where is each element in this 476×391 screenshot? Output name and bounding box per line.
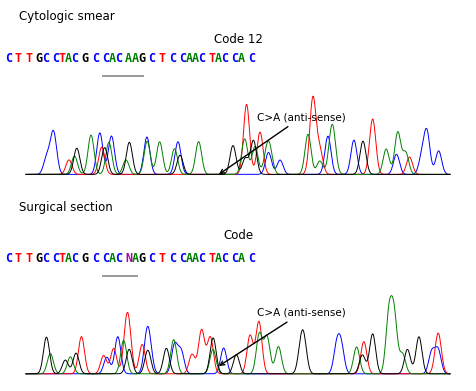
Text: C>A (anti-sense): C>A (anti-sense)	[220, 112, 346, 174]
Text: C: C	[221, 251, 228, 265]
Text: A: A	[109, 52, 116, 65]
Text: C: C	[115, 251, 122, 265]
Text: G: G	[35, 251, 42, 265]
Text: C: C	[232, 52, 238, 65]
Text: A: A	[65, 52, 72, 65]
Text: Cytologic smear: Cytologic smear	[19, 10, 115, 23]
Text: C: C	[5, 251, 12, 265]
Text: A: A	[109, 251, 116, 265]
Text: C: C	[92, 251, 99, 265]
Text: C: C	[248, 251, 255, 265]
Text: C: C	[198, 251, 205, 265]
Text: T: T	[59, 52, 66, 65]
Text: T: T	[15, 251, 22, 265]
Text: C: C	[169, 52, 176, 65]
Text: T: T	[25, 52, 32, 65]
Text: T: T	[15, 52, 22, 65]
Text: A: A	[65, 251, 72, 265]
Text: A: A	[215, 251, 222, 265]
Text: C: C	[179, 251, 186, 265]
Text: A: A	[238, 251, 245, 265]
Text: C: C	[179, 52, 186, 65]
Text: C: C	[42, 251, 49, 265]
Text: C: C	[149, 52, 155, 65]
Text: C: C	[42, 52, 49, 65]
Text: C: C	[232, 251, 238, 265]
Text: A: A	[238, 52, 245, 65]
Text: C>A (anti-sense): C>A (anti-sense)	[220, 308, 346, 365]
Text: C: C	[52, 52, 59, 65]
Text: Code: Code	[223, 229, 253, 242]
Text: C: C	[71, 52, 79, 65]
Text: A: A	[186, 251, 192, 265]
Text: A: A	[125, 52, 132, 65]
Text: A: A	[132, 52, 139, 65]
Text: G: G	[82, 52, 89, 65]
Text: A: A	[132, 251, 139, 265]
Text: C: C	[248, 52, 255, 65]
Text: A: A	[186, 52, 192, 65]
Text: A: A	[192, 251, 199, 265]
Text: G: G	[35, 52, 42, 65]
Text: T: T	[59, 251, 66, 265]
Text: C: C	[92, 52, 99, 65]
Text: C: C	[5, 52, 12, 65]
Text: T: T	[159, 251, 166, 265]
Text: T: T	[208, 52, 216, 65]
Text: C: C	[52, 251, 59, 265]
Text: T: T	[159, 52, 166, 65]
Text: G: G	[138, 251, 145, 265]
Text: T: T	[25, 251, 32, 265]
Text: Surgical section: Surgical section	[19, 201, 113, 214]
Text: C: C	[149, 251, 155, 265]
Text: Code 12: Code 12	[214, 33, 262, 46]
Text: N: N	[125, 251, 132, 265]
Text: A: A	[215, 52, 222, 65]
Text: C: C	[102, 251, 109, 265]
Text: A: A	[192, 52, 199, 65]
Text: T: T	[208, 251, 216, 265]
Text: C: C	[102, 52, 109, 65]
Text: C: C	[169, 251, 176, 265]
Text: C: C	[71, 251, 79, 265]
Text: G: G	[138, 52, 145, 65]
Text: G: G	[82, 251, 89, 265]
Text: C: C	[115, 52, 122, 65]
Text: C: C	[198, 52, 205, 65]
Text: C: C	[221, 52, 228, 65]
